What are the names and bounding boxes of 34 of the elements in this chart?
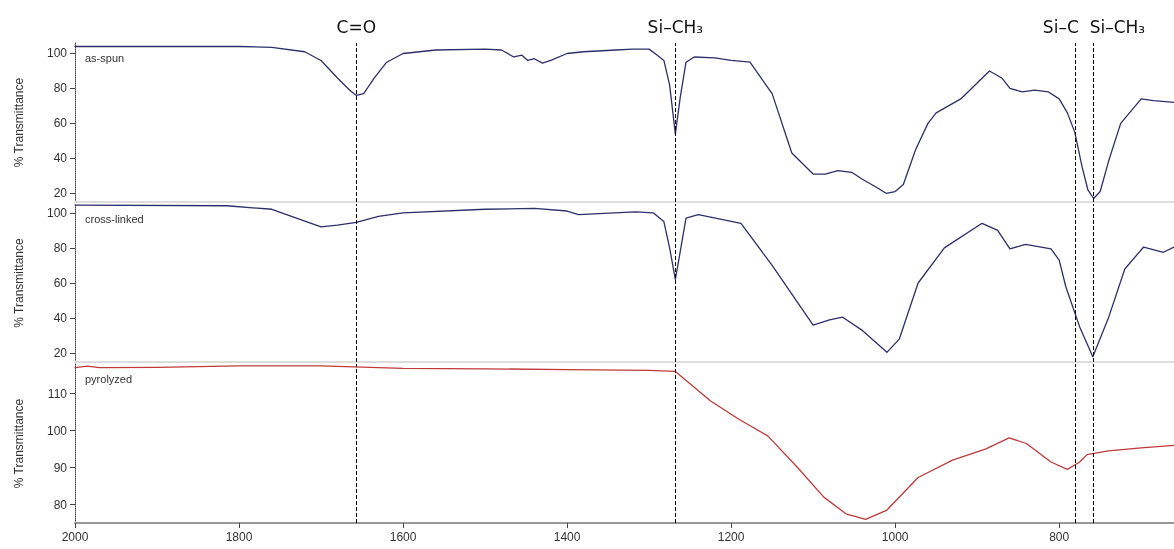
y-tick-label: 40: [53, 151, 68, 166]
ref-line-label: Si–C: [1042, 16, 1079, 37]
x-tick-label: 1000: [881, 530, 909, 544]
y-tick-label: 60: [53, 276, 68, 290]
ref-line-label: C=O: [336, 16, 377, 37]
x-tick-label: 1200: [717, 530, 745, 544]
y-tick-label: 80: [53, 240, 68, 255]
y-tick-label: 40: [53, 311, 68, 326]
y-tick-label: 80: [53, 81, 68, 96]
line-series: [74, 204, 1174, 358]
x-tick-label: 1400: [553, 530, 581, 544]
y-tick-label: 20: [53, 346, 68, 361]
series-label: cross-linked: [85, 212, 144, 225]
y-axis-title: % Transmittance: [12, 237, 26, 328]
series-label: pyrolyzed: [85, 372, 133, 385]
line-series: [74, 45, 1174, 200]
x-tick-label: 2000: [61, 530, 89, 544]
x-tick-label: 1800: [225, 530, 253, 544]
y-tick-label: 100: [46, 205, 68, 220]
y-tick-label: 90: [53, 460, 68, 475]
ref-line-label: Si–CH₃: [647, 16, 704, 37]
y-tick-label: 60: [53, 116, 68, 131]
y-tick-label: 20: [53, 186, 68, 201]
ref-line-label: Si–CH₃: [1089, 16, 1146, 37]
line-series: [74, 365, 1174, 520]
y-axis-title: % Transmittance: [12, 77, 26, 168]
y-tick-label: 100: [46, 423, 68, 438]
y-axis-title: % Transmittance: [12, 398, 26, 489]
y-tick-label: 100: [46, 46, 68, 61]
y-tick-label: 110: [47, 386, 68, 401]
x-tick-label: 800: [1049, 530, 1070, 544]
series-label: as-spun: [85, 51, 125, 64]
y-tick-label: 80: [53, 497, 68, 512]
x-tick-label: 1600: [389, 530, 417, 544]
